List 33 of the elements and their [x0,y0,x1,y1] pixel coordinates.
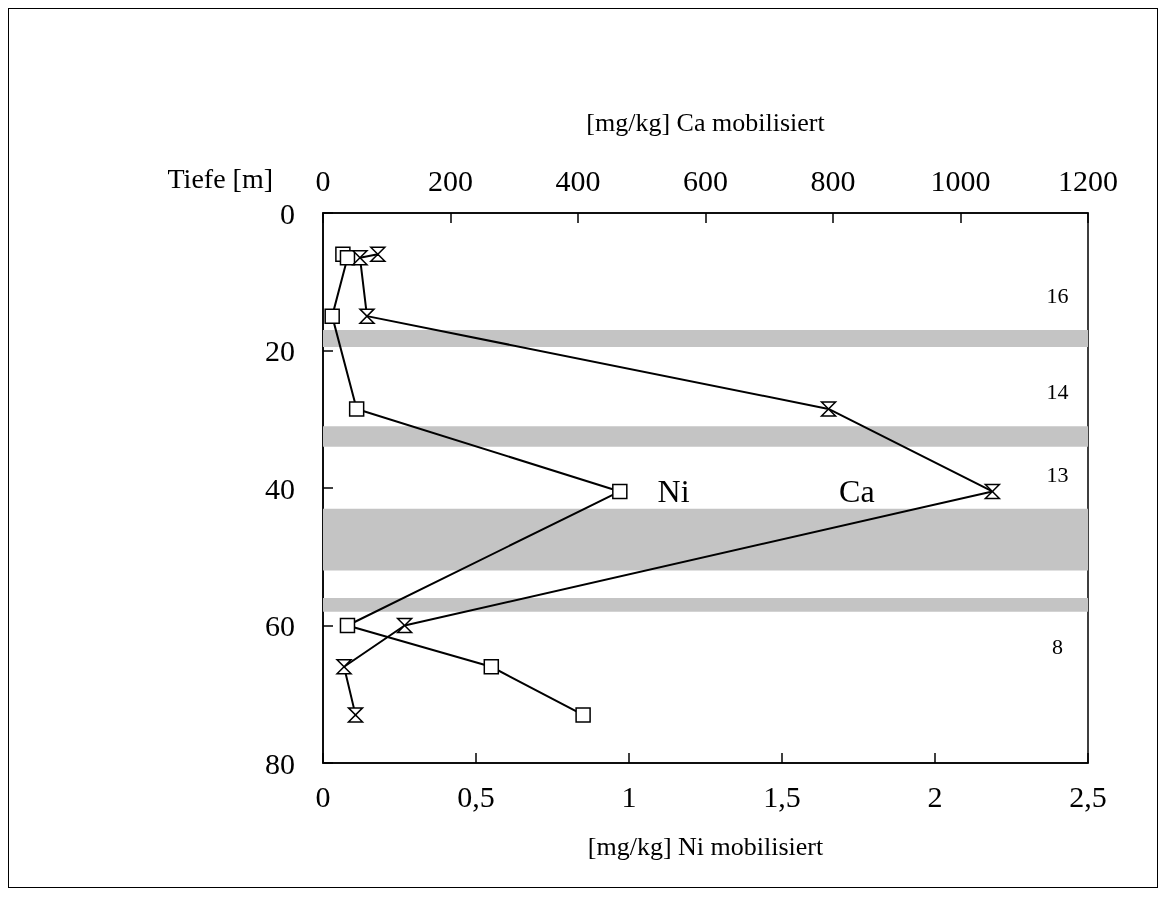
series-label: Ca [839,473,875,510]
x2-tick-label: 0 [315,163,331,197]
y-tick-label: 60 [265,609,295,642]
x-tick-label: 1 [621,779,637,813]
point [348,401,365,417]
x2-axis-title: [mg/kg] Ca mobilisiert [586,107,826,137]
point [575,707,591,723]
point [483,659,500,675]
y-tick-label: 40 [265,471,295,505]
x2-tick-label: 1000 [930,163,991,197]
annotation: 13 [1046,461,1069,487]
x-tick-label: 1,5 [763,779,801,813]
y-tick-label: 0 [280,196,295,230]
x-tick-label: 2,5 [1069,779,1107,813]
x2-tick-label: 800 [810,163,856,197]
y-tick-label: 80 [265,746,295,780]
annotation: 14 [1046,379,1069,405]
x2-tick-label: 1200 [1058,163,1118,197]
x-tick-label: 2 [927,779,943,813]
x-tick-label: 0 [315,779,331,813]
x-axis-title: [mg/kg] Ni mobilisiert [587,831,824,861]
x2-tick-label: 400 [555,163,601,197]
annotation: 8 [1051,633,1063,659]
x2-tick-label: 200 [428,163,473,197]
annotation: 16 [1046,283,1069,308]
x2-tick-label: 600 [683,163,728,197]
y-axis-title: Tiefe [m] [167,162,274,194]
point [612,483,628,500]
series-label: Ni [657,473,690,510]
point [324,308,340,324]
point [339,617,356,634]
x-tick-label: 0,5 [457,779,495,813]
y-tick-label: 20 [265,334,295,367]
